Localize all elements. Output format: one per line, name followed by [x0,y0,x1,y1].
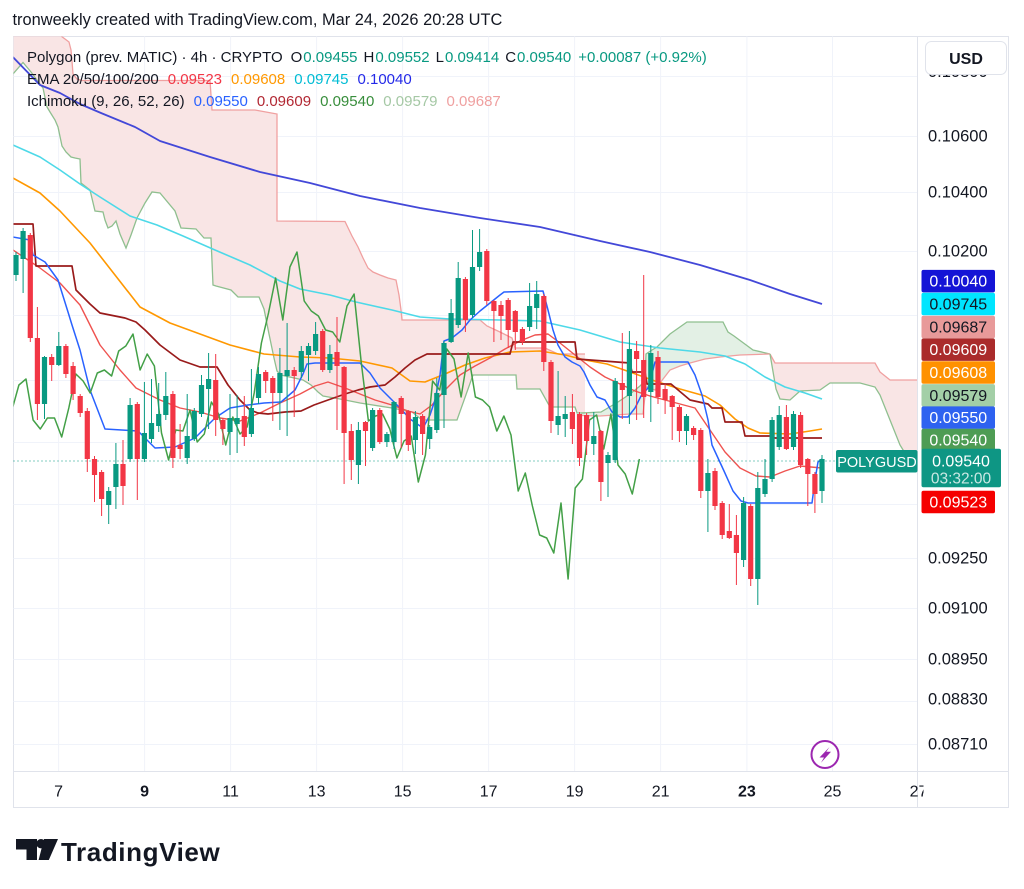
svg-text:POLYGUSD: POLYGUSD [837,455,917,471]
svg-text:23: 23 [738,784,756,801]
svg-text:USD: USD [949,51,983,68]
svg-text:7: 7 [54,784,63,801]
svg-text:0.09540: 0.09540 [932,454,990,471]
svg-text:0.09523: 0.09523 [929,495,987,512]
svg-text:0.10040: 0.10040 [929,274,987,291]
svg-text:0.09609: 0.09609 [929,342,987,359]
svg-text:0.10600: 0.10600 [928,128,988,146]
svg-text:0.10400: 0.10400 [928,184,988,202]
svg-text:0.09745: 0.09745 [929,297,987,314]
svg-text:0.09250: 0.09250 [928,550,988,568]
svg-text:19: 19 [566,784,584,801]
svg-text:21: 21 [652,784,670,801]
svg-text:0.09100: 0.09100 [928,600,988,618]
svg-text:17: 17 [480,784,498,801]
svg-text:Ichimoku (9, 26, 52, 26)0.0955: Ichimoku (9, 26, 52, 26) 0.09550 0.09609 0.… [27,93,501,110]
svg-text:0.09608: 0.09608 [929,365,987,382]
svg-text:15: 15 [394,784,412,801]
svg-text:0.10200: 0.10200 [928,243,988,261]
svg-text:0.09550: 0.09550 [929,410,987,427]
svg-text:Polygon (prev. MATIC) · 4h · C: Polygon (prev. MATIC) · 4h · CRYPTO O0.09… [27,49,707,66]
svg-text:03:32:00: 03:32:00 [931,471,992,488]
svg-text:11: 11 [222,784,239,801]
svg-text:0.09540: 0.09540 [929,433,987,450]
svg-text:TradingView: TradingView [61,837,220,867]
svg-text:27: 27 [910,784,928,801]
svg-text:0.09579: 0.09579 [929,388,987,405]
svg-text:0.09687: 0.09687 [929,320,987,337]
svg-text:tronweekly created with Tradin: tronweekly created with TradingView.com,… [13,11,503,29]
svg-text:13: 13 [308,784,326,801]
svg-text:0.08830: 0.08830 [928,691,988,709]
svg-text:9: 9 [140,784,149,801]
svg-text:0.08950: 0.08950 [928,651,988,669]
svg-text:25: 25 [824,784,842,801]
svg-text:0.08710: 0.08710 [928,736,988,754]
